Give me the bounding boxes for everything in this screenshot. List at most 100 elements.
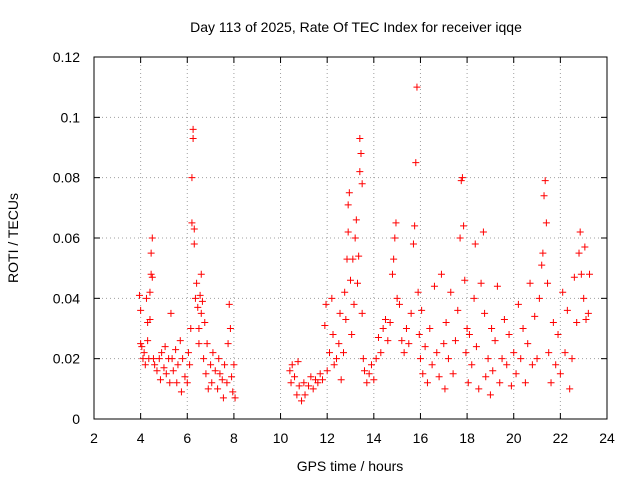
data-point xyxy=(208,379,216,387)
data-point xyxy=(566,385,574,393)
data-point xyxy=(176,337,184,345)
data-point xyxy=(568,355,576,363)
data-point xyxy=(586,270,594,278)
y-axis-title: ROTI / TECUs xyxy=(5,193,21,283)
data-point xyxy=(195,325,203,332)
data-point xyxy=(137,306,145,314)
data-point xyxy=(539,249,547,257)
data-point xyxy=(472,343,480,351)
data-point xyxy=(179,355,187,363)
data-point xyxy=(503,361,511,369)
data-point xyxy=(214,385,222,393)
data-point xyxy=(554,331,562,339)
data-point xyxy=(440,340,448,348)
data-point xyxy=(148,273,156,281)
data-point xyxy=(563,306,571,314)
data-point xyxy=(456,234,464,242)
data-point xyxy=(328,294,336,302)
data-point xyxy=(372,355,380,363)
data-point xyxy=(360,367,368,375)
data-point xyxy=(391,234,399,242)
x-tick-label: 16 xyxy=(413,430,429,446)
data-point xyxy=(416,355,424,363)
x-tick-label: 8 xyxy=(230,430,238,446)
data-point xyxy=(355,252,363,260)
data-point xyxy=(573,318,581,326)
data-point xyxy=(398,337,406,345)
data-point xyxy=(224,340,232,348)
data-point xyxy=(190,240,198,248)
data-point xyxy=(167,309,175,317)
data-point xyxy=(286,367,294,375)
data-point xyxy=(510,349,518,357)
data-point xyxy=(415,331,423,339)
data-point xyxy=(524,340,532,348)
data-point xyxy=(412,159,420,167)
data-point xyxy=(552,361,560,369)
y-tick-labels: 0 0.02 0.04 0.06 0.08 0.1 0.12 xyxy=(53,49,80,427)
data-point xyxy=(386,318,394,326)
data-point xyxy=(207,361,215,369)
x-tick-label: 20 xyxy=(506,430,522,446)
data-point xyxy=(477,279,485,287)
data-point xyxy=(528,361,536,369)
data-point xyxy=(356,134,364,142)
x-axis-title: GPS time / hours xyxy=(297,458,404,474)
data-point xyxy=(340,349,348,357)
data-point xyxy=(421,343,429,351)
data-point xyxy=(433,349,441,357)
data-point xyxy=(544,279,552,287)
data-point xyxy=(549,318,557,326)
x-tick-label: 6 xyxy=(183,430,191,446)
data-point xyxy=(352,216,360,224)
data-point xyxy=(561,349,569,357)
data-point xyxy=(493,282,501,290)
y-tick-label: 0.04 xyxy=(53,290,80,306)
data-point xyxy=(409,240,417,248)
data-point xyxy=(226,325,234,332)
data-point xyxy=(344,201,352,209)
data-point xyxy=(377,349,385,357)
data-point xyxy=(294,358,302,366)
data-point xyxy=(190,225,198,233)
data-point xyxy=(418,306,426,314)
data-point xyxy=(358,309,366,317)
data-point xyxy=(540,192,548,200)
data-point xyxy=(201,318,209,326)
data-point xyxy=(423,379,431,387)
data-point xyxy=(293,391,301,399)
data-point xyxy=(228,373,236,381)
data-point xyxy=(198,297,206,305)
data-point xyxy=(204,385,212,393)
data-point xyxy=(457,177,465,185)
data-point xyxy=(482,373,490,381)
data-point xyxy=(301,391,309,399)
data-point xyxy=(577,270,585,278)
data-point xyxy=(580,294,588,302)
data-point xyxy=(512,370,520,378)
data-point xyxy=(582,315,590,323)
data-point xyxy=(541,177,549,185)
data-point xyxy=(186,361,194,369)
data-point xyxy=(358,180,366,188)
data-point xyxy=(291,373,299,381)
data-point xyxy=(575,249,583,257)
data-point xyxy=(363,379,371,387)
data-point xyxy=(413,83,421,91)
data-point xyxy=(359,355,367,363)
data-point xyxy=(146,288,154,296)
data-point xyxy=(461,276,469,284)
data-point xyxy=(155,355,163,363)
data-point xyxy=(142,294,150,302)
data-point xyxy=(223,379,231,387)
data-point xyxy=(288,361,296,369)
data-point xyxy=(458,174,466,182)
x-tick-label: 10 xyxy=(273,430,289,446)
data-point xyxy=(517,355,525,363)
data-point xyxy=(392,219,400,227)
data-point xyxy=(365,370,373,378)
data-point xyxy=(169,367,177,375)
data-point xyxy=(231,394,239,402)
data-point xyxy=(323,367,331,375)
